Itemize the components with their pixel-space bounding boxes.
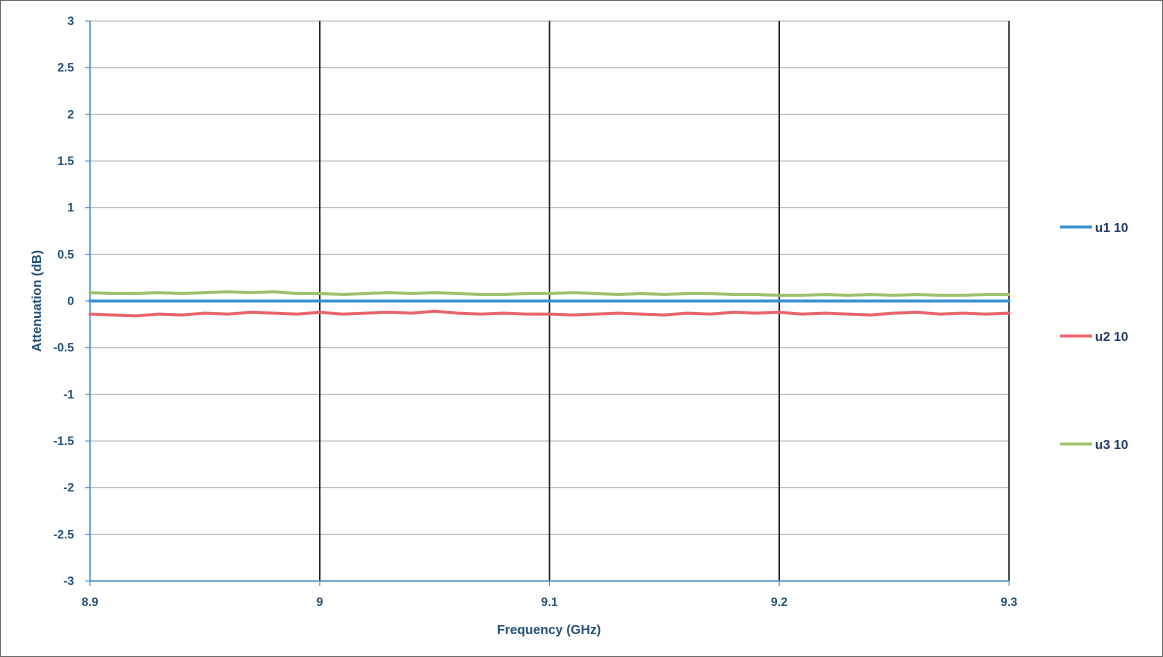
y-tick-label: 0.5 [57,247,74,261]
x-tick-label: 8.9 [82,595,99,609]
series-layer [88,290,1011,318]
y-axis-title: Attenuation (dB) [29,250,44,352]
legend-item: u3 10 [1060,437,1128,452]
y-tick-label: -1.5 [53,434,74,448]
x-tick-label: 9 [316,595,323,609]
legend-label: u3 10 [1095,437,1128,452]
y-tick-label: 2.5 [57,61,74,75]
y-tick-label: 1.5 [57,154,74,168]
y-tick-label: -2 [63,481,74,495]
x-tick-label: 9.1 [541,595,558,609]
y-tick-label: -0.5 [53,341,74,355]
legend-label: u2 10 [1095,329,1128,344]
series-line-3 [88,290,1011,297]
legend-label: u1 10 [1095,220,1128,235]
y-tick-label: -1 [63,387,74,401]
y-tick-label: 1 [67,201,74,215]
x-tick-label: 9.2 [771,595,788,609]
legend-item: u2 10 [1060,329,1128,344]
y-tick-label: -2.5 [53,527,74,541]
series-line-2 [88,309,1011,318]
axis-layer: 3 2.5 2 1.5 1 0.5 0 -0.5 -1 -1.5 -2 -2.5 -3 8.9 9 9.1 9.… [53,14,1017,609]
y-tick-label: 0 [67,294,74,308]
y-tick-label: 3 [67,14,74,28]
legend-item: u1 10 [1060,220,1128,235]
y-tick-label: 2 [67,107,74,121]
x-axis-title: Frequency (GHz) [497,622,601,637]
y-tick-label: -3 [63,574,74,588]
x-tick-label: 9.3 [1001,595,1018,609]
legend: u1 10 u2 10 u3 10 [1060,220,1128,452]
